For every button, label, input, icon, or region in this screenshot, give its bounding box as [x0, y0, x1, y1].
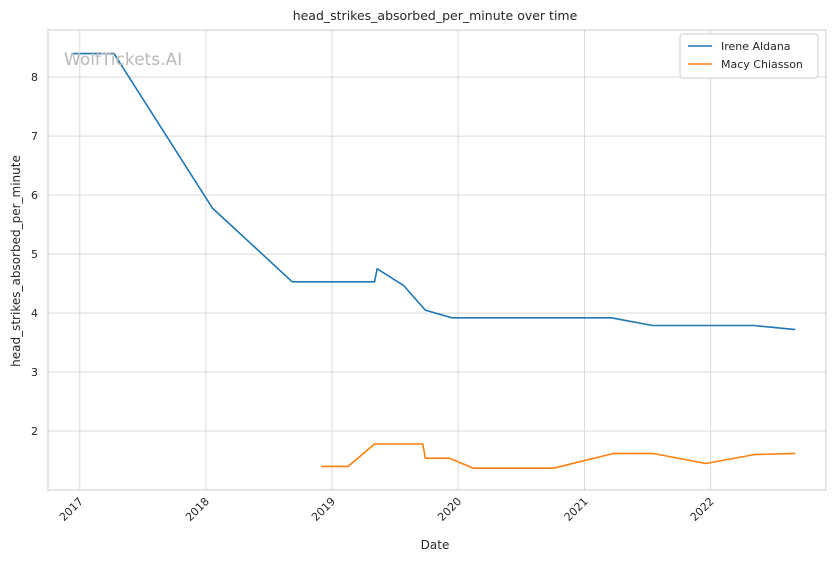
y-axis-ticks: 2 3 4 5 6 7 8 [31, 71, 38, 438]
y-tick-label: 8 [31, 71, 38, 84]
series-layer [72, 52, 796, 470]
y-axis-label: head_strikes_absorbed_per_minute [9, 155, 23, 367]
legend: Irene Aldana Macy Chiasson [679, 33, 819, 79]
chart-title: head_strikes_absorbed_per_minute over ti… [293, 8, 578, 23]
y-tick-label: 3 [31, 366, 38, 379]
y-tick-label: 6 [31, 189, 38, 202]
legend-entry-label: Macy Chiasson [721, 58, 803, 71]
y-tick-label: 7 [31, 130, 38, 143]
y-tick-label: 2 [31, 425, 38, 438]
x-axis-label: Date [421, 538, 450, 552]
series-line [320, 443, 796, 470]
plot-area-frame [47, 29, 827, 491]
y-tick-label: 5 [31, 248, 38, 261]
legend-frame [679, 33, 819, 79]
series-line [72, 52, 796, 331]
y-tick-label: 4 [31, 307, 38, 320]
legend-entry-label: Irene Aldana [721, 40, 791, 53]
watermark-text: WolfTickets.AI [64, 50, 182, 70]
